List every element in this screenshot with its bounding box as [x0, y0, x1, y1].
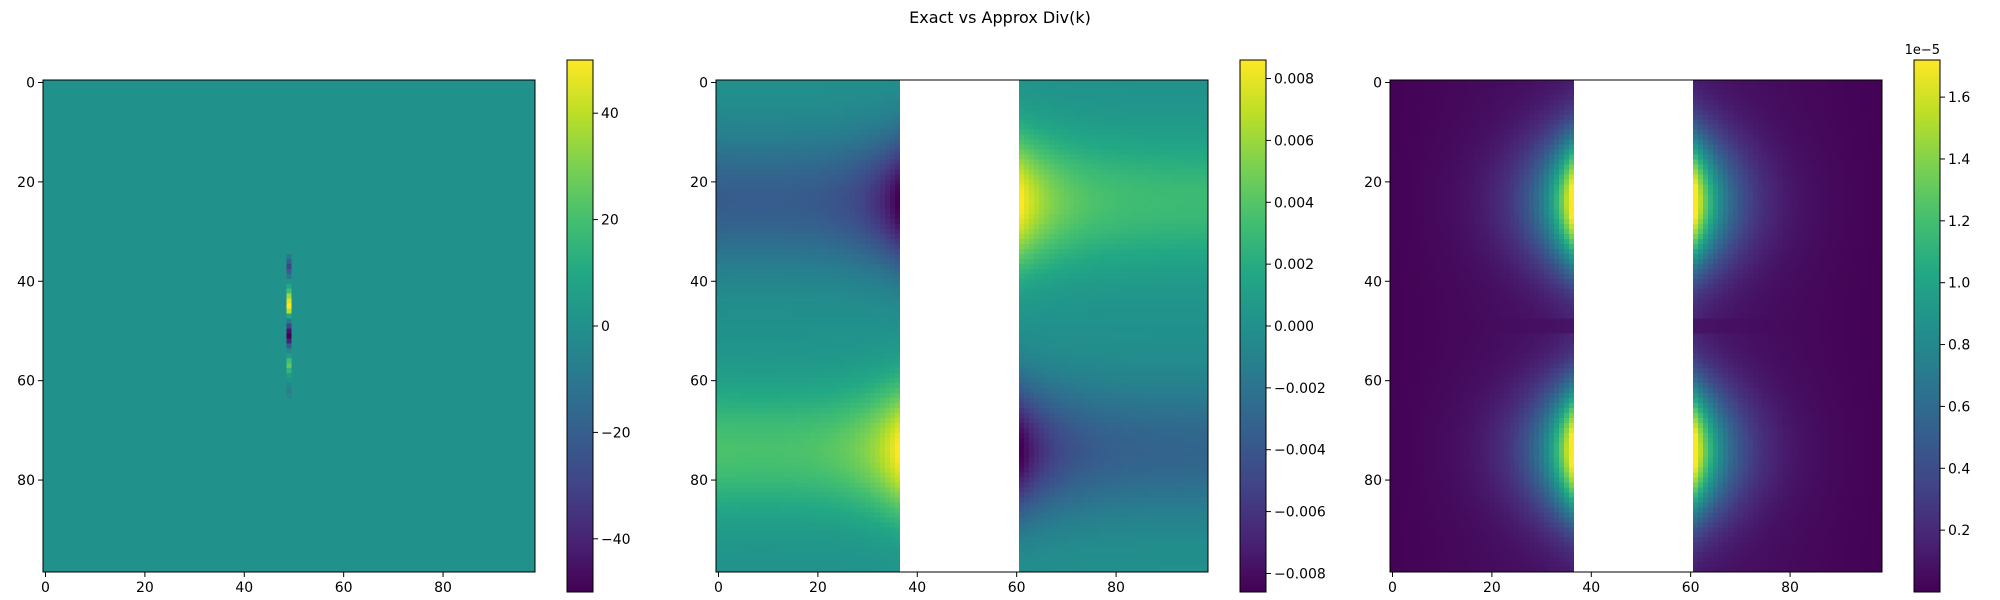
colorbar-tick-label: 0.002: [1274, 257, 1314, 273]
colorbar-tick-label: −0.002: [1274, 381, 1326, 397]
colorbar-tick-label: 0.008: [1274, 72, 1314, 88]
y-tick-label: 60: [1364, 374, 1382, 390]
y-tick-label: 60: [690, 374, 708, 390]
heatmap-image: [43, 80, 535, 572]
axes-frame: [42, 79, 536, 573]
colorbar: [566, 59, 594, 593]
x-tick-label: 20: [1483, 580, 1501, 596]
y-tick-label: 20: [1364, 175, 1382, 191]
colorbar-tick-label: 40: [601, 106, 619, 122]
x-tick-label: 60: [1008, 580, 1026, 596]
x-tick-label: 20: [136, 580, 154, 596]
y-tick-label: 0: [699, 75, 708, 91]
y-tick-label: 40: [690, 274, 708, 290]
colorbar: [1239, 59, 1267, 593]
colorbar-tick-label: −0.006: [1274, 505, 1326, 521]
x-tick-label: 0: [1388, 580, 1397, 596]
colorbar-tick-label: 0.006: [1274, 133, 1314, 149]
y-tick-label: 0: [26, 75, 35, 91]
y-tick-label: 20: [17, 175, 35, 191]
x-tick-label: 0: [714, 580, 723, 596]
y-tick-label: 40: [17, 274, 35, 290]
x-tick-label: 40: [235, 580, 253, 596]
colorbar-tick-label: −20: [601, 425, 631, 441]
y-tick-label: 40: [1364, 274, 1382, 290]
x-tick-label: 0: [41, 580, 50, 596]
colorbar-tick-label: −40: [601, 532, 631, 548]
x-tick-label: 20: [809, 580, 827, 596]
colorbar-tick-label: 1.4: [1948, 152, 1970, 168]
y-tick-label: 60: [17, 374, 35, 390]
y-tick-label: 0: [1373, 75, 1382, 91]
panel-3: 0 20 40 60 80 0 20 40 60 80 0.2 0.4 0.6 0.8 1.0 1.2 1.4 1…: [1364, 43, 1970, 596]
y-tick-label: 80: [690, 473, 708, 489]
x-tick-label: 60: [335, 580, 353, 596]
x-tick-label: 80: [1781, 580, 1799, 596]
x-tick-label: 80: [434, 580, 452, 596]
colorbar-offset-label: 1e−5: [1905, 43, 1940, 58]
colorbar-tick-label: 0: [601, 319, 610, 335]
x-tick-label: 60: [1682, 580, 1700, 596]
panel-2: 0 20 40 60 80 0 20 40 60 80 −0.008 −0.006 −0.004 −0.0…: [690, 59, 1326, 596]
colorbar-tick-label: 0.2: [1948, 523, 1970, 539]
axes-frame: [1389, 79, 1883, 573]
colorbar-tick-label: 1.2: [1948, 214, 1970, 230]
colorbar-tick-label: 0.004: [1274, 195, 1314, 211]
x-tick-label: 40: [908, 580, 926, 596]
heatmap-image: [716, 80, 1208, 572]
colorbar-tick-label: 0.000: [1274, 319, 1314, 335]
colorbar-tick-label: 1.0: [1948, 276, 1970, 292]
colorbar-tick-label: 0.8: [1948, 338, 1970, 354]
colorbar-tick-label: 0.6: [1948, 399, 1970, 415]
colorbar-tick-label: −0.004: [1274, 443, 1326, 459]
axes-frame: [715, 79, 1209, 573]
panel-1: 0 20 40 60 80 0 20 40 60 80 −40 −20 0 20 40: [17, 59, 631, 596]
y-tick-label: 20: [690, 175, 708, 191]
colorbar-tick-label: 0.4: [1948, 461, 1970, 477]
figure-title: Exact vs Approx Div(k): [909, 8, 1091, 27]
colorbar-tick-label: −0.008: [1274, 566, 1326, 582]
y-tick-label: 80: [1364, 473, 1382, 489]
x-tick-label: 80: [1107, 580, 1125, 596]
colorbar: [1913, 59, 1941, 593]
colorbar-tick-label: 1.6: [1948, 90, 1970, 106]
y-tick-label: 80: [17, 473, 35, 489]
heatmap-image: [1390, 80, 1882, 572]
colorbar-tick-label: 20: [601, 213, 619, 229]
x-tick-label: 40: [1582, 580, 1600, 596]
